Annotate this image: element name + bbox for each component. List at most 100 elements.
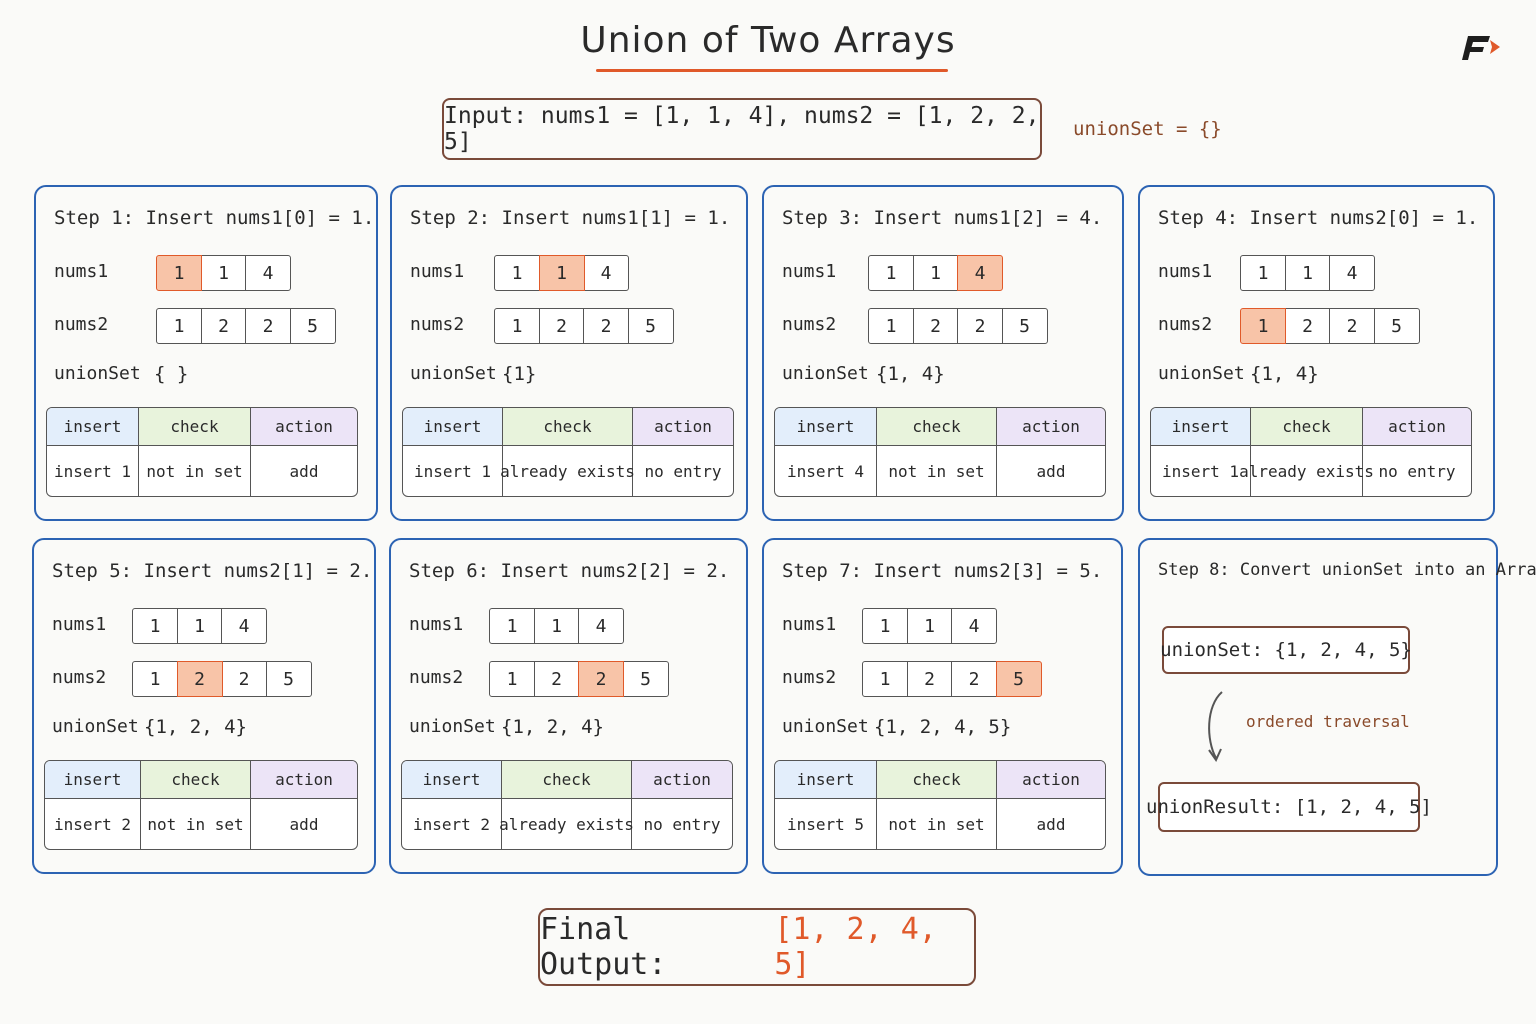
ordered-traversal-label: ordered traversal (1246, 712, 1410, 731)
action-header: action (251, 408, 357, 446)
step-table: insert check action insert 1 not in set add (46, 407, 358, 497)
action-header: action (1363, 408, 1471, 446)
nums2-cell: 5 (622, 661, 669, 697)
action-header: action (251, 761, 357, 799)
check-header: check (877, 761, 997, 799)
nums2-cell: 2 (906, 661, 953, 697)
insert-header: insert (45, 761, 141, 799)
nums1-label: nums1 (410, 261, 465, 282)
check-value: not in set (877, 446, 997, 496)
nums1-cell: 1 (906, 608, 953, 644)
nums1-cell: 1 (176, 608, 223, 644)
union-set-value: {1, 2, 4} (144, 716, 247, 738)
nums2-cell: 2 (583, 308, 629, 344)
check-value: not in set (877, 799, 997, 849)
action-header: action (997, 408, 1105, 446)
check-value: not in set (139, 446, 251, 496)
union-set-value: {1, 2, 4} (501, 716, 604, 738)
nums2-cell: 1 (156, 308, 202, 344)
step-table: insert check action insert 5 not in set add (774, 760, 1106, 850)
union-set-value: {1} (502, 363, 537, 385)
nums1-cell: 1 (862, 608, 908, 644)
nums1-cell: 1 (156, 255, 202, 291)
nums2-cell: 2 (200, 308, 247, 344)
nums1-cell: 4 (1329, 255, 1375, 291)
nums1-cell: 1 (538, 255, 585, 291)
action-header: action (633, 408, 733, 446)
check-value: already exists (500, 446, 635, 496)
insert-header: insert (47, 408, 139, 446)
action-header: action (997, 761, 1105, 799)
check-header: check (503, 408, 633, 446)
insert-header: insert (403, 408, 503, 446)
nums1-label: nums1 (1158, 261, 1213, 282)
nums2-label: nums2 (410, 314, 465, 335)
action-value: no entry (1378, 461, 1456, 481)
nums2-cell: 2 (912, 308, 959, 344)
insert-value: insert 2 (45, 799, 141, 849)
step-card-2: Step 2: Insert nums1[1] = 1. nums1 nums2 un… (390, 185, 748, 521)
check-header: check (502, 761, 632, 799)
action-value: add (1036, 461, 1066, 481)
action-value: add (289, 461, 319, 481)
nums2-cell: 2 (221, 661, 267, 697)
nums1-label: nums1 (54, 261, 109, 282)
nums2-cell: 1 (862, 661, 908, 697)
union-set-value: { } (154, 363, 189, 385)
union-set-label: unionSet (782, 716, 869, 737)
check-header: check (141, 761, 251, 799)
insert-value: insert 1 (1151, 446, 1251, 496)
check-value: already exists (1239, 446, 1374, 496)
page-title: Union of Two Arrays (580, 20, 956, 61)
union-set-value: {1, 4} (876, 363, 945, 385)
insert-header: insert (775, 761, 877, 799)
nums2-cell: 1 (1240, 308, 1286, 344)
check-header: check (139, 408, 251, 446)
insert-value: insert 1 (403, 446, 503, 496)
union-set-value: {1, 4} (1250, 363, 1319, 385)
action-value: add (1036, 814, 1066, 834)
union-set-value: {1, 2, 4, 5} (874, 716, 1012, 738)
step-card-6: Step 6: Insert nums2[2] = 2. nums1 nums2 un… (389, 538, 748, 874)
step-title: Step 4: Insert nums2[0] = 1. (1158, 207, 1479, 229)
nums2-cell: 5 (1001, 308, 1048, 344)
step-card-4: Step 4: Insert nums2[0] = 1. nums1 nums2 un… (1138, 185, 1495, 521)
union-set-label: unionSet (409, 716, 496, 737)
action-value: add (289, 814, 319, 834)
step-table: insert check action insert 2 already exists n… (401, 760, 733, 850)
nums2-cell: 2 (1329, 308, 1375, 344)
nums1-cell: 1 (200, 255, 247, 291)
nums2-cell: 1 (132, 661, 178, 697)
nums2-cell: 2 (176, 661, 223, 697)
nums1-cell: 1 (494, 255, 540, 291)
nums1-cell: 1 (868, 255, 914, 291)
input-box: Input: nums1 = [1, 1, 4], nums2 = [1, 2,… (442, 98, 1042, 160)
step-title: Step 7: Insert nums2[3] = 5. (782, 560, 1103, 582)
insert-value: insert 5 (775, 799, 877, 849)
final-output-label: Final Output: (540, 912, 667, 982)
union-set-box: unionSet: {1, 2, 4, 5} (1160, 626, 1412, 674)
nums1-label: nums1 (409, 614, 464, 635)
nums2-cell: 2 (957, 308, 1003, 344)
nums1-cell: 1 (132, 608, 178, 644)
nums1-label: nums1 (782, 614, 837, 635)
nums1-cell: 4 (957, 255, 1003, 291)
nums2-cell: 1 (868, 308, 914, 344)
nums1-cell: 4 (951, 608, 997, 644)
nums2-cell: 2 (578, 661, 624, 697)
curved-arrow-icon (1208, 691, 1223, 763)
union-result-box: unionResult: [1, 2, 4, 5] (1146, 782, 1432, 832)
nums1-cell: 4 (583, 255, 629, 291)
check-header: check (877, 408, 997, 446)
nums2-label: nums2 (54, 314, 109, 335)
action-header: action (632, 761, 732, 799)
nums1-cell: 1 (489, 608, 535, 644)
